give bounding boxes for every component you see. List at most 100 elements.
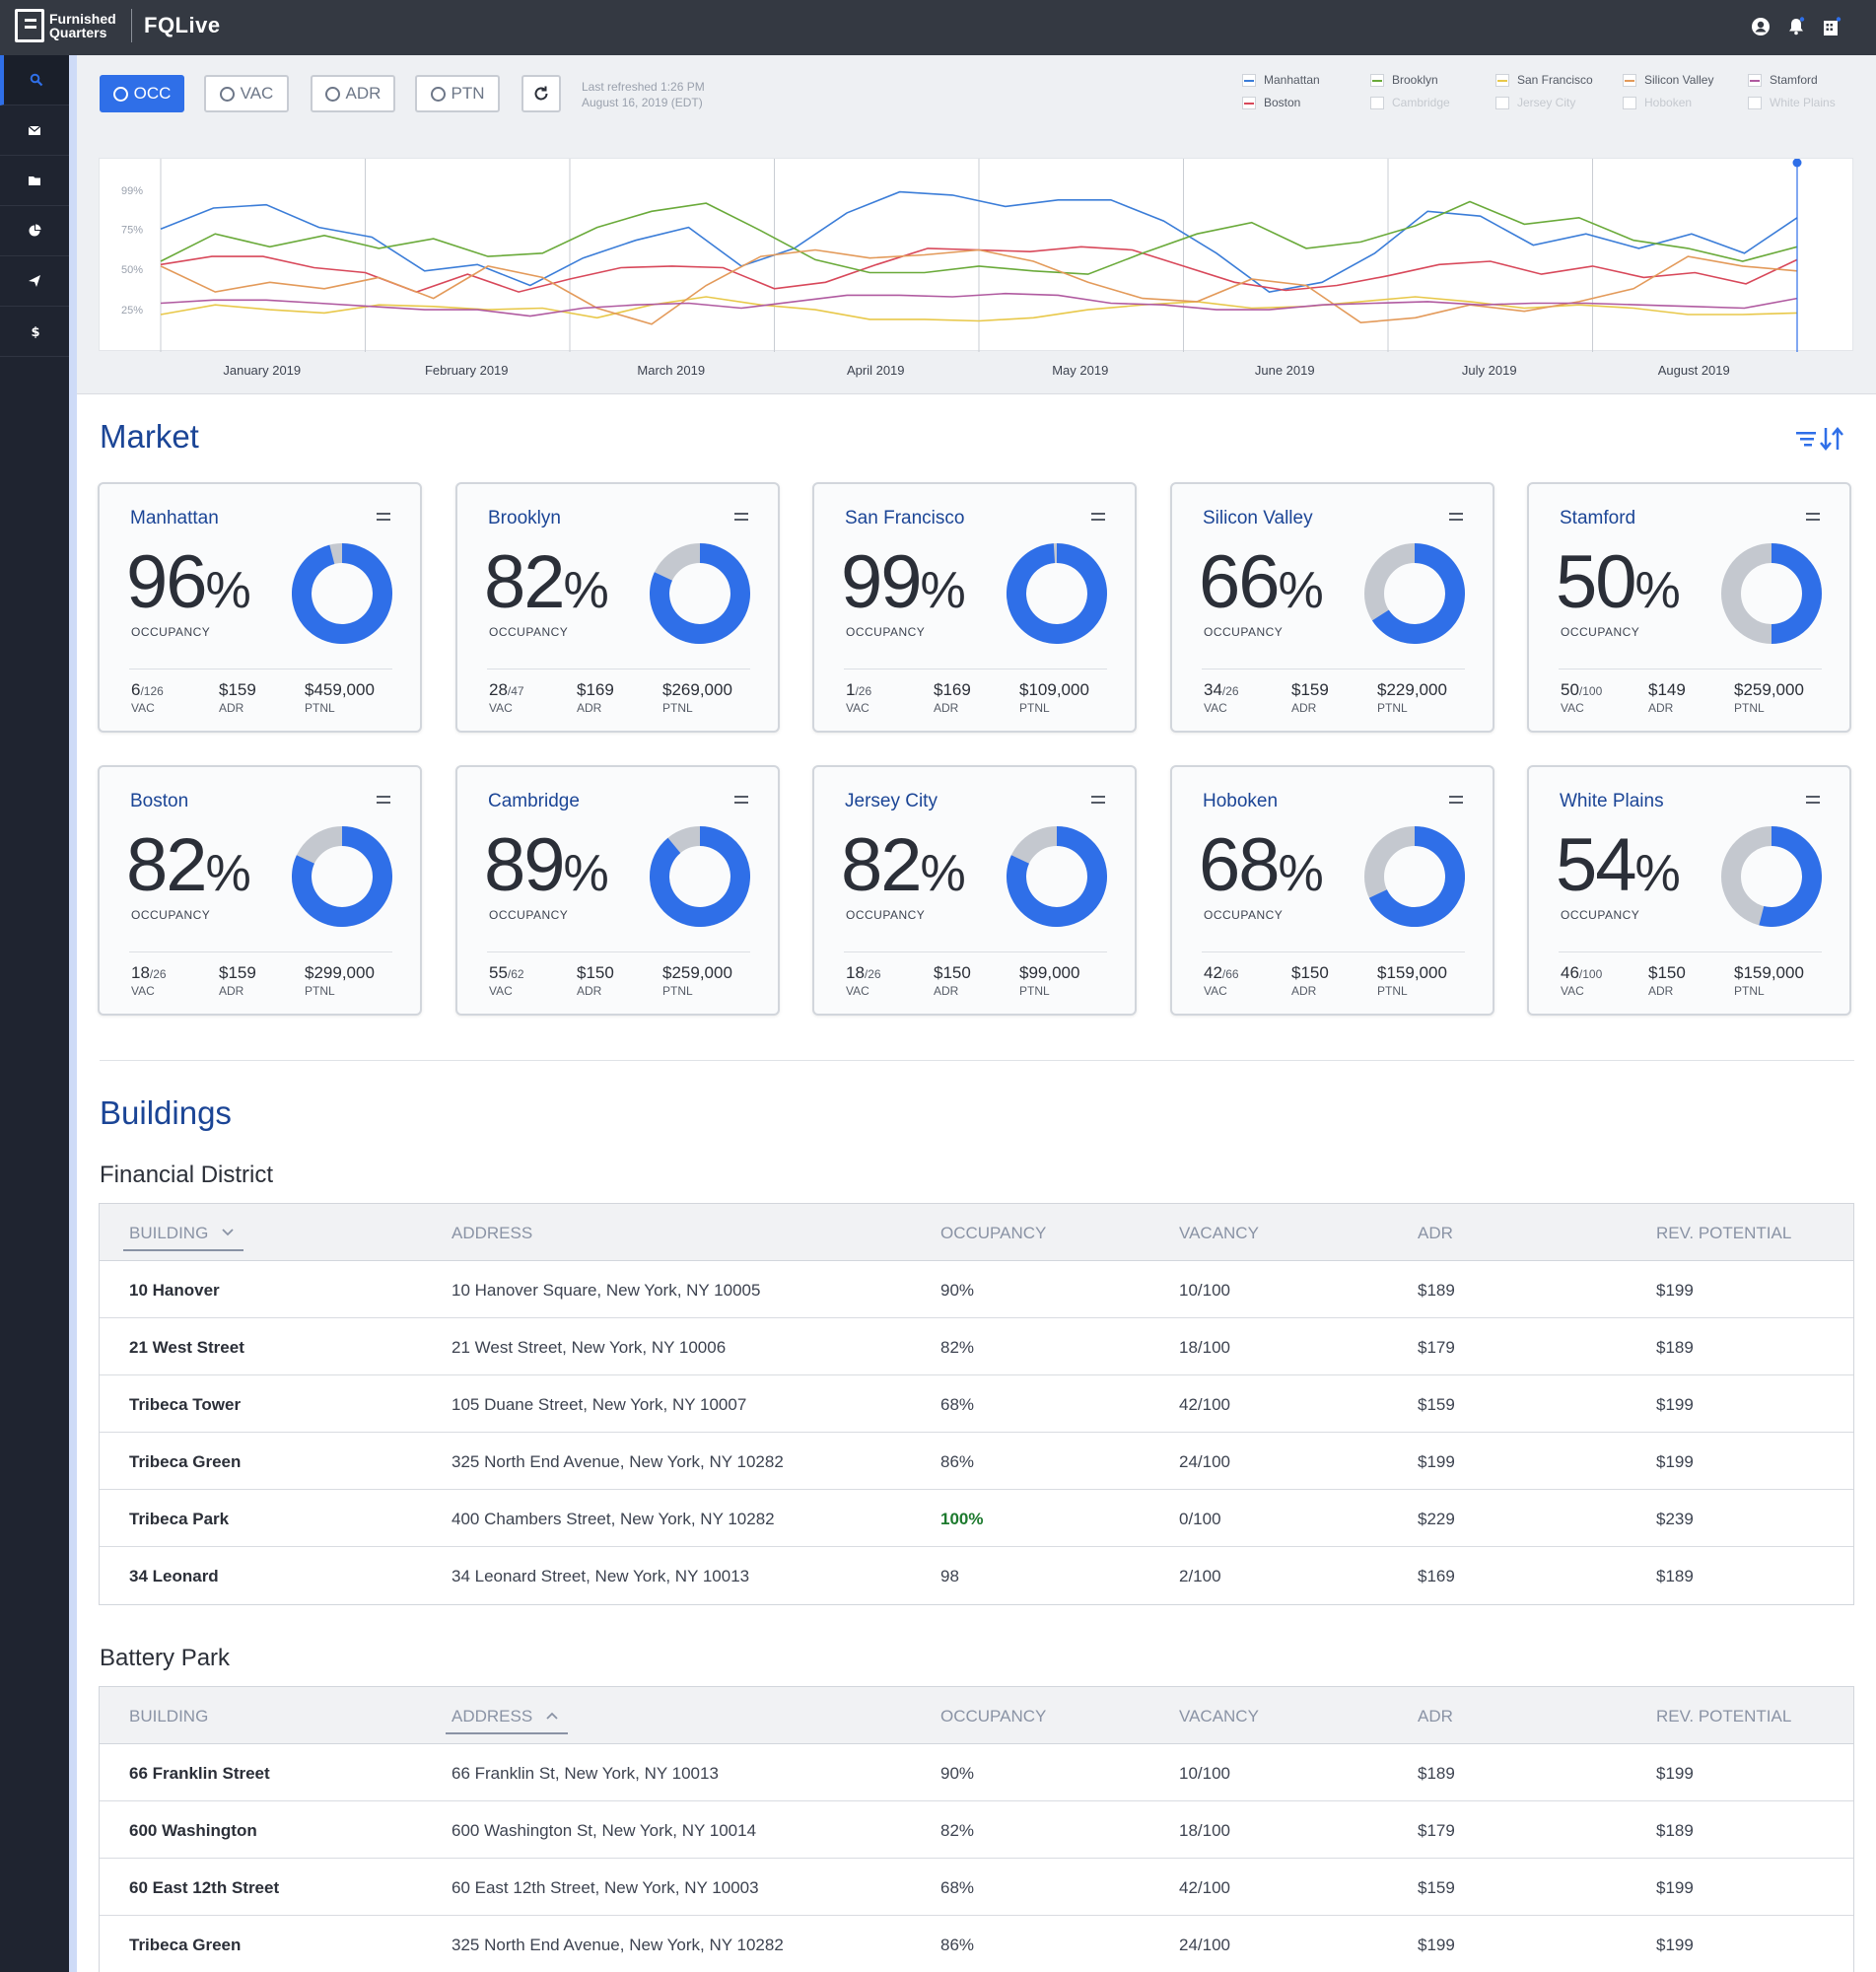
building-name-cell[interactable]: Tribeca Tower	[129, 1395, 242, 1414]
table-row[interactable]: 60 East 12th Street 60 East 12th Street, …	[100, 1859, 1853, 1916]
vacancy-header[interactable]: VACANCY	[1179, 1224, 1259, 1243]
percent-sign: %	[920, 845, 966, 902]
table-row[interactable]: 10 Hanover 10 Hanover Square, New York, N…	[100, 1261, 1853, 1318]
market-card-brooklyn[interactable]: Brooklyn 82% OCCUPANCY 28/47 VAC $169 ADR $269,…	[455, 482, 780, 733]
buildings-table: BUILDING ADDRESS OCCUPANCY VACANCY ADR REV. P…	[99, 1203, 1854, 1605]
address-header[interactable]: ADDRESS	[452, 1224, 532, 1243]
building-name-cell[interactable]: 600 Washington	[129, 1821, 257, 1840]
vac-stat: 46/100 VAC	[1561, 963, 1602, 998]
drag-handle-icon[interactable]	[1449, 513, 1463, 521]
market-card-cambridge[interactable]: Cambridge 89% OCCUPANCY 55/62 VAC $150 ADR $259…	[455, 765, 780, 1016]
notifications-bell-icon[interactable]	[1785, 16, 1807, 37]
header-label: ADDRESS	[452, 1707, 533, 1726]
legend-item-brooklyn[interactable]: Brooklyn	[1370, 73, 1438, 87]
legend-item-jersey-city[interactable]: Jersey City	[1495, 96, 1575, 109]
brand-logo[interactable]: Furnished Quarters FQLive	[15, 9, 221, 42]
legend-item-stamford[interactable]: Stamford	[1748, 73, 1818, 87]
drag-handle-icon[interactable]	[1091, 796, 1105, 804]
drag-handle-icon[interactable]	[1449, 796, 1463, 804]
legend-item-hoboken[interactable]: Hoboken	[1623, 96, 1692, 109]
drag-handle-icon[interactable]	[1806, 513, 1820, 521]
nav-folders[interactable]	[0, 156, 69, 206]
sort-arrows-icon[interactable]	[1820, 427, 1843, 451]
adr-filter-button[interactable]: ADR	[311, 75, 395, 112]
vac-label: VAC	[489, 984, 513, 998]
address-cell: 34 Leonard Street, New York, NY 10013	[452, 1567, 750, 1585]
table-row[interactable]: Tribeca Green 325 North End Avenue, New Y…	[100, 1433, 1853, 1490]
occupancy-header[interactable]: OCCUPANCY	[940, 1707, 1046, 1726]
occupancy-header[interactable]: OCCUPANCY	[940, 1224, 1046, 1243]
drag-handle-icon[interactable]	[1091, 513, 1105, 521]
market-card-white-plains[interactable]: White Plains 54% OCCUPANCY 46/100 VAC $150 ADR…	[1527, 765, 1851, 1016]
vac-value: 50/100	[1561, 680, 1603, 699]
user-account-icon[interactable]	[1750, 16, 1772, 37]
drag-handle-icon[interactable]	[734, 796, 748, 804]
nav-messages[interactable]	[0, 106, 69, 156]
building-name-cell[interactable]: 10 Hanover	[129, 1281, 220, 1300]
drag-handle-icon[interactable]	[377, 513, 390, 521]
buildings-icon[interactable]	[1821, 16, 1842, 37]
building-name-cell[interactable]: Tribeca Park	[129, 1510, 230, 1528]
ptn-filter-button[interactable]: PTN	[415, 75, 500, 112]
legend-item-white-plains[interactable]: White Plains	[1748, 96, 1836, 109]
adr-header[interactable]: ADR	[1418, 1707, 1453, 1726]
market-name: Hoboken	[1203, 791, 1279, 811]
nav-reports[interactable]	[0, 206, 69, 256]
market-card-silicon-valley[interactable]: Silicon Valley 66% OCCUPANCY 34/26 VAC $159 AD…	[1170, 482, 1494, 733]
card-divider	[1559, 951, 1822, 952]
table-row[interactable]: Tribeca Green 325 North End Avenue, New Y…	[100, 1916, 1853, 1972]
building-name-cell[interactable]: 60 East 12th Street	[129, 1878, 280, 1897]
table-row[interactable]: 66 Franklin Street 66 Franklin St, New Yo…	[100, 1744, 1853, 1801]
filter-lines-icon[interactable]	[1796, 432, 1816, 447]
market-card-manhattan[interactable]: Manhattan 96% OCCUPANCY 6/126 VAC $159 ADR $459…	[98, 482, 422, 733]
building-name-cell[interactable]: 34 Leonard	[129, 1567, 219, 1585]
adr-header[interactable]: ADR	[1418, 1224, 1453, 1243]
market-card-hoboken[interactable]: Hoboken 68% OCCUPANCY 42/66 VAC $150 ADR $159,0…	[1170, 765, 1494, 1016]
legend-item-cambridge[interactable]: Cambridge	[1370, 96, 1450, 109]
building-name-cell[interactable]: Tribeca Green	[129, 1452, 242, 1471]
drag-handle-icon[interactable]	[1806, 796, 1820, 804]
occ-filter-button[interactable]: OCC	[100, 75, 184, 112]
table-row[interactable]: Tribeca Tower 105 Duane Street, New York,…	[100, 1375, 1853, 1433]
occupancy-donut	[1364, 543, 1465, 644]
legend-item-boston[interactable]: Boston	[1242, 96, 1300, 109]
building-name-cell[interactable]: 21 West Street	[129, 1338, 244, 1357]
adr-label: ADR	[934, 984, 959, 998]
drag-handle-icon[interactable]	[734, 513, 748, 521]
table-row[interactable]: 34 Leonard 34 Leonard Street, New York, N…	[100, 1547, 1853, 1604]
drag-handle-icon[interactable]	[377, 796, 390, 804]
vacancy-cell: 18/100	[1179, 1338, 1230, 1357]
refresh-date: August 16, 2019 (EDT)	[582, 96, 703, 109]
rev-potential-header[interactable]: REV. POTENTIAL	[1656, 1224, 1791, 1243]
market-name: Stamford	[1560, 508, 1636, 528]
minus-circle-icon	[112, 86, 128, 102]
legend-item-silicon-valley[interactable]: Silicon Valley	[1623, 73, 1713, 87]
building-name-cell[interactable]: 66 Franklin Street	[129, 1764, 270, 1783]
legend-item-manhattan[interactable]: Manhattan	[1242, 73, 1320, 87]
market-card-jersey-city[interactable]: Jersey City 82% OCCUPANCY 18/26 VAC $150 ADR $9…	[812, 765, 1137, 1016]
legend-item-san-francisco[interactable]: San Francisco	[1495, 73, 1593, 87]
building-name-cell[interactable]: Tribeca Green	[129, 1936, 242, 1954]
building-header[interactable]: BUILDING	[129, 1707, 208, 1726]
sort-controls[interactable]	[1796, 424, 1855, 454]
nav-search[interactable]	[0, 55, 69, 106]
market-card-san-francisco[interactable]: San Francisco 99% OCCUPANCY 1/26 VAC $169 ADR $…	[812, 482, 1137, 733]
percent-sign: %	[1634, 562, 1681, 619]
table-row[interactable]: 21 West Street 21 West Street, New York, …	[100, 1318, 1853, 1375]
occupancy-value: 82	[841, 823, 923, 907]
refresh-button[interactable]	[521, 75, 561, 112]
ptnl-value: $109,000	[1019, 680, 1089, 699]
market-card-stamford[interactable]: Stamford 50% OCCUPANCY 50/100 VAC $149 ADR $259…	[1527, 482, 1851, 733]
x-tick-label: January 2019	[223, 363, 302, 378]
market-card-boston[interactable]: Boston 82% OCCUPANCY 18/26 VAC $159 ADR $299,00…	[98, 765, 422, 1016]
nav-send[interactable]	[0, 256, 69, 307]
building-header[interactable]: BUILDING	[123, 1224, 244, 1251]
nav-billing[interactable]: $	[0, 307, 69, 357]
vac-filter-button[interactable]: VAC	[204, 75, 289, 112]
vacancy-header[interactable]: VACANCY	[1179, 1707, 1259, 1726]
table-row[interactable]: 600 Washington 600 Washington St, New Yor…	[100, 1801, 1853, 1859]
rev-potential-cell: $199	[1656, 1936, 1694, 1954]
address-header[interactable]: ADDRESS	[446, 1707, 569, 1734]
table-row[interactable]: Tribeca Park 400 Chambers Street, New Yor…	[100, 1490, 1853, 1547]
rev-potential-header[interactable]: REV. POTENTIAL	[1656, 1707, 1791, 1726]
